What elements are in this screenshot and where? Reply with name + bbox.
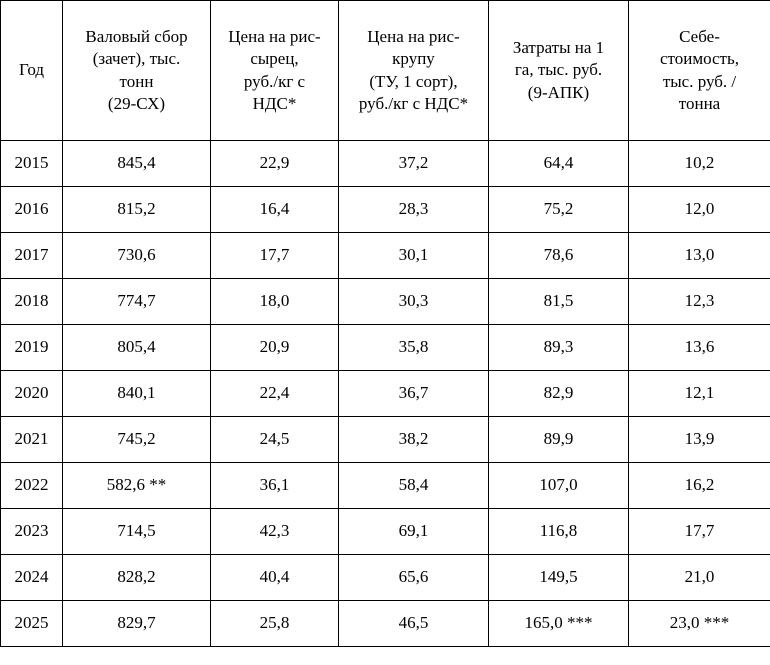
value-cell: 35,8 bbox=[338, 324, 489, 371]
value-cell: 12,1 bbox=[628, 370, 770, 417]
value-cell: 37,2 bbox=[338, 140, 489, 187]
value-cell: 840,1 bbox=[62, 370, 211, 417]
column-header: Год bbox=[0, 0, 63, 141]
value-cell: 16,2 bbox=[628, 462, 770, 509]
value-cell: 36,7 bbox=[338, 370, 489, 417]
value-cell: 65,6 bbox=[338, 554, 489, 601]
value-cell: 81,5 bbox=[488, 278, 629, 325]
value-cell: 845,4 bbox=[62, 140, 211, 187]
value-cell: 40,4 bbox=[210, 554, 339, 601]
value-cell: 78,6 bbox=[488, 232, 629, 279]
value-cell: 12,0 bbox=[628, 186, 770, 233]
value-cell: 69,1 bbox=[338, 508, 489, 555]
year-cell: 2020 bbox=[0, 370, 63, 417]
value-cell: 10,2 bbox=[628, 140, 770, 187]
year-cell: 2015 bbox=[0, 140, 63, 187]
year-cell: 2024 bbox=[0, 554, 63, 601]
table-row: 2017 730,6 17,7 30,1 78,6 13,0 bbox=[0, 232, 770, 279]
year-cell: 2018 bbox=[0, 278, 63, 325]
year-cell: 2021 bbox=[0, 416, 63, 463]
value-cell: 829,7 bbox=[62, 600, 211, 647]
value-cell: 12,3 bbox=[628, 278, 770, 325]
value-cell: 58,4 bbox=[338, 462, 489, 509]
year-cell: 2022 bbox=[0, 462, 63, 509]
value-cell: 828,2 bbox=[62, 554, 211, 601]
value-cell: 165,0 *** bbox=[488, 600, 629, 647]
value-cell: 582,6 ** bbox=[62, 462, 211, 509]
value-cell: 774,7 bbox=[62, 278, 211, 325]
value-cell: 64,4 bbox=[488, 140, 629, 187]
table-row: 2019 805,4 20,9 35,8 89,3 13,6 bbox=[0, 324, 770, 371]
value-cell: 730,6 bbox=[62, 232, 211, 279]
value-cell: 24,5 bbox=[210, 416, 339, 463]
value-cell: 82,9 bbox=[488, 370, 629, 417]
year-cell: 2019 bbox=[0, 324, 63, 371]
rice-statistics-table: Год Валовый сбор (зачет), тыс. тонн (29-С… bbox=[0, 0, 770, 647]
value-cell: 745,2 bbox=[62, 416, 211, 463]
value-cell: 21,0 bbox=[628, 554, 770, 601]
value-cell: 30,3 bbox=[338, 278, 489, 325]
value-cell: 22,4 bbox=[210, 370, 339, 417]
year-cell: 2017 bbox=[0, 232, 63, 279]
value-cell: 17,7 bbox=[628, 508, 770, 555]
table-row: 2018 774,7 18,0 30,3 81,5 12,3 bbox=[0, 278, 770, 325]
column-header: Затраты на 1 га, тыс. руб. (9-АПК) bbox=[488, 0, 629, 141]
value-cell: 89,3 bbox=[488, 324, 629, 371]
value-cell: 18,0 bbox=[210, 278, 339, 325]
table-row: 2016 815,2 16,4 28,3 75,2 12,0 bbox=[0, 186, 770, 233]
column-header: Цена на рис- сырец, руб./кг с НДС* bbox=[210, 0, 339, 141]
value-cell: 46,5 bbox=[338, 600, 489, 647]
column-header: Себе- стоимость, тыс. руб. / тонна bbox=[628, 0, 770, 141]
value-cell: 714,5 bbox=[62, 508, 211, 555]
column-header: Цена на рис- крупу (ТУ, 1 сорт), руб./кг… bbox=[338, 0, 489, 141]
column-header: Валовый сбор (зачет), тыс. тонн (29-СХ) bbox=[62, 0, 211, 141]
value-cell: 38,2 bbox=[338, 416, 489, 463]
table-row: 2020 840,1 22,4 36,7 82,9 12,1 bbox=[0, 370, 770, 417]
value-cell: 805,4 bbox=[62, 324, 211, 371]
value-cell: 30,1 bbox=[338, 232, 489, 279]
value-cell: 25,8 bbox=[210, 600, 339, 647]
value-cell: 28,3 bbox=[338, 186, 489, 233]
value-cell: 42,3 bbox=[210, 508, 339, 555]
value-cell: 13,9 bbox=[628, 416, 770, 463]
table-row: 2023 714,5 42,3 69,1 116,8 17,7 bbox=[0, 508, 770, 555]
value-cell: 13,6 bbox=[628, 324, 770, 371]
table-row: 2022 582,6 ** 36,1 58,4 107,0 16,2 bbox=[0, 462, 770, 509]
value-cell: 149,5 bbox=[488, 554, 629, 601]
table-row: 2025 829,7 25,8 46,5 165,0 *** 23,0 *** bbox=[0, 600, 770, 647]
value-cell: 107,0 bbox=[488, 462, 629, 509]
table-row: 2024 828,2 40,4 65,6 149,5 21,0 bbox=[0, 554, 770, 601]
table-row: 2021 745,2 24,5 38,2 89,9 13,9 bbox=[0, 416, 770, 463]
value-cell: 17,7 bbox=[210, 232, 339, 279]
value-cell: 22,9 bbox=[210, 140, 339, 187]
value-cell: 20,9 bbox=[210, 324, 339, 371]
value-cell: 23,0 *** bbox=[628, 600, 770, 647]
table-row: 2015 845,4 22,9 37,2 64,4 10,2 bbox=[0, 140, 770, 187]
value-cell: 36,1 bbox=[210, 462, 339, 509]
value-cell: 13,0 bbox=[628, 232, 770, 279]
value-cell: 116,8 bbox=[488, 508, 629, 555]
year-cell: 2016 bbox=[0, 186, 63, 233]
value-cell: 815,2 bbox=[62, 186, 211, 233]
value-cell: 75,2 bbox=[488, 186, 629, 233]
table-header-row: Год Валовый сбор (зачет), тыс. тонн (29-С… bbox=[0, 0, 770, 141]
year-cell: 2025 bbox=[0, 600, 63, 647]
year-cell: 2023 bbox=[0, 508, 63, 555]
value-cell: 89,9 bbox=[488, 416, 629, 463]
value-cell: 16,4 bbox=[210, 186, 339, 233]
